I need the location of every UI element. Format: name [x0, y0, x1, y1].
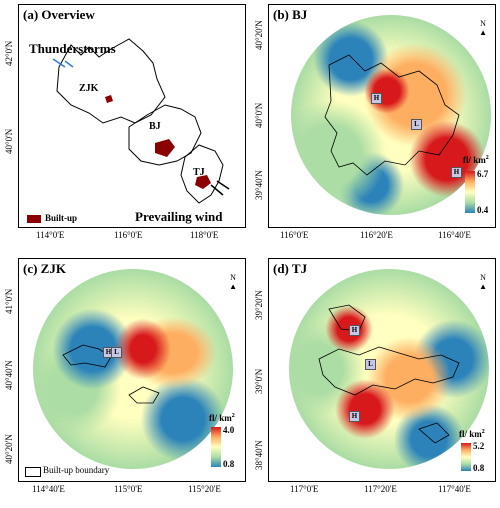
builtup-boundary-label: Built-up boundary [43, 465, 110, 475]
builtup-legend-swatch [27, 215, 41, 223]
b-ytick-0: 40°20'N [254, 20, 264, 50]
bj-label: BJ [149, 121, 161, 132]
zjk-colorbar [211, 427, 221, 467]
a-ytick-1: 40°0'N [4, 128, 14, 154]
b-ytick-1: 40°0'N [254, 102, 264, 128]
overview-map-frame: (a) Overview Thunderstorms ZJK BJ TJ Pre… [18, 4, 246, 228]
panel-zjk: (c) ZJK H L N ▲ fl/ km2 4.0 0.8 Built-up … [0, 254, 250, 508]
bj-cb-max: 6.7 [477, 169, 489, 179]
zjk-marker-l: L [111, 347, 122, 358]
tj-colorbar [461, 443, 471, 471]
b-ytick-2: 39°40'N [254, 170, 264, 200]
bj-boundary-lines [324, 54, 460, 176]
north-arrow-icon: N ▲ [479, 273, 487, 291]
zjk-map-frame: (c) ZJK H L N ▲ fl/ km2 4.0 0.8 Built-up … [18, 258, 246, 482]
zjk-cb-sup: 2 [231, 413, 235, 419]
north-arrow-icon: N ▲ [229, 273, 237, 291]
c-xtick-2: 115°20'E [188, 484, 221, 494]
bj-colorbar [465, 171, 475, 213]
b-xtick-1: 116°20'E [360, 230, 393, 240]
zjk-density-map [33, 269, 233, 469]
overview-map [52, 38, 230, 204]
bj-density-map [291, 15, 491, 215]
tj-map-frame: (d) TJ H L H N ▲ fl/ km2 5.2 0.8 [268, 258, 496, 482]
c-ytick-1: 40°40'N [4, 360, 14, 390]
d-xtick-2: 117°40'E [438, 484, 471, 494]
tj-builtup [195, 175, 211, 189]
tj-cb-max: 5.2 [473, 441, 485, 451]
d-xtick-1: 117°20'E [364, 484, 397, 494]
panel-d-title: (d) TJ [273, 261, 308, 276]
tj-colorbar-title: fl/ km2 [459, 429, 485, 439]
c-xtick-1: 115°0'E [114, 484, 143, 494]
tj-label: TJ [193, 167, 205, 178]
tj-cb-unit: fl/ km [459, 429, 482, 439]
a-ytick-0: 42°0'N [4, 40, 14, 66]
tj-cb-min: 0.8 [473, 463, 485, 473]
c-xtick-0: 114°40'E [32, 484, 65, 494]
bj-map-frame: (b) BJ H L H N ▲ fl/ km2 6.7 0.4 [268, 4, 496, 228]
tj-cb-sup: 2 [481, 429, 485, 435]
north-label: N [230, 273, 236, 282]
a-xtick-1: 116°0'E [114, 230, 143, 240]
tj-marker-h2: H [349, 411, 360, 422]
zjk-label: ZJK [79, 83, 99, 94]
zjk-cb-max: 4.0 [223, 425, 235, 435]
zjk-builtup [105, 95, 113, 103]
zjk-boundary-lines [62, 344, 160, 404]
tj-marker-h1: H [349, 325, 360, 336]
bj-marker-h2: H [451, 167, 462, 178]
prevailing-wind-label: Prevailing wind [135, 209, 223, 224]
b-xtick-0: 116°0'E [280, 230, 309, 240]
zjk-colorbar-title: fl/ km2 [209, 413, 235, 423]
b-xtick-2: 116°40'E [438, 230, 471, 240]
panel-bj: (b) BJ H L H N ▲ fl/ km2 6.7 0.4 116°0'E … [250, 0, 500, 254]
c-ytick-0: 41°0'N [4, 288, 14, 314]
tj-boundary-lines [318, 304, 460, 444]
a-xtick-0: 114°0'E [36, 230, 65, 240]
panel-a-title: (a) Overview [23, 7, 95, 22]
builtup-legend-label: Built-up [45, 213, 78, 223]
zjk-cb-min: 0.8 [223, 459, 235, 469]
d-ytick-0: 39°20'N [254, 290, 264, 320]
bj-marker-l: L [411, 119, 422, 130]
tj-marker-l: L [365, 359, 376, 370]
bj-cb-min: 0.4 [477, 205, 489, 215]
d-ytick-1: 39°0'N [254, 368, 264, 394]
d-xtick-0: 117°0'E [290, 484, 319, 494]
bj-colorbar-title: fl/ km2 [463, 155, 489, 165]
bj-cb-sup: 2 [485, 155, 489, 161]
bj-marker-h1: H [371, 93, 382, 104]
thunderstorms-label: Thunderstorms [29, 41, 116, 56]
d-ytick-2: 38°40'N [254, 440, 264, 470]
north-label: N [480, 19, 486, 28]
panel-tj: (d) TJ H L H N ▲ fl/ km2 5.2 0.8 117°0'E … [250, 254, 500, 508]
north-arrow-icon: N ▲ [479, 19, 487, 37]
bj-builtup [155, 139, 175, 157]
a-xtick-2: 118°0'E [190, 230, 219, 240]
panel-b-title: (b) BJ [273, 7, 308, 22]
panel-c-title: (c) ZJK [23, 261, 66, 276]
c-ytick-2: 40°20'N [4, 434, 14, 464]
north-label: N [480, 273, 486, 282]
tj-density-map [289, 269, 489, 469]
panel-overview: (a) Overview Thunderstorms ZJK BJ TJ Pre… [0, 0, 250, 254]
zjk-cb-unit: fl/ km [209, 413, 232, 423]
bj-cb-unit: fl/ km [463, 155, 486, 165]
builtup-boundary-swatch [25, 467, 41, 477]
